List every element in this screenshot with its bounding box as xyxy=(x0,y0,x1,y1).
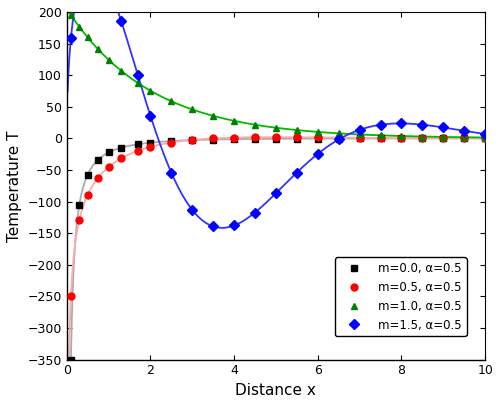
m=0.0, α=0.5 xyxy=(461,136,467,141)
m=0.0, α=0.5 xyxy=(294,136,300,141)
m=1.0, α=0.5 xyxy=(68,13,74,17)
m=0.5, α=0.5 xyxy=(68,294,74,298)
m=0.0, α=0.5 xyxy=(398,136,404,141)
m=1.0, α=0.5 xyxy=(231,118,237,123)
m=0.5, α=0.5 xyxy=(420,136,426,141)
m=0.5, α=0.5 xyxy=(135,148,141,153)
m=1.0, α=0.5 xyxy=(461,135,467,140)
m=0.5, α=0.5 xyxy=(95,175,101,180)
m=1.5, α=0.5 xyxy=(440,125,446,130)
m=0.0, α=0.5 xyxy=(106,150,112,155)
m=0.0, α=0.5 xyxy=(118,145,124,150)
m=0.0, α=0.5 xyxy=(76,202,82,207)
m=1.0, α=0.5 xyxy=(95,47,101,52)
m=1.5, α=0.5 xyxy=(135,73,141,78)
m=1.5, α=0.5 xyxy=(482,132,488,136)
m=1.5, α=0.5 xyxy=(378,122,384,127)
m=0.5, α=0.5 xyxy=(440,136,446,141)
m=1.0, α=0.5 xyxy=(336,131,342,136)
m=1.0, α=0.5 xyxy=(398,134,404,139)
m=1.0, α=0.5 xyxy=(210,113,216,118)
m=0.5, α=0.5 xyxy=(356,135,362,140)
m=0.0, α=0.5 xyxy=(273,136,279,141)
m=0.5, α=0.5 xyxy=(148,145,154,149)
m=1.5, α=0.5 xyxy=(148,113,154,118)
m=0.5, α=0.5 xyxy=(398,136,404,141)
m=1.0, α=0.5 xyxy=(106,58,112,62)
m=0.5, α=0.5 xyxy=(461,136,467,141)
m=0.5, α=0.5 xyxy=(84,192,90,197)
m=1.5, α=0.5 xyxy=(190,207,196,212)
m=0.0, α=0.5 xyxy=(190,138,196,143)
m=1.0, α=0.5 xyxy=(118,68,124,73)
m=0.0, α=0.5 xyxy=(440,136,446,141)
m=1.0, α=0.5 xyxy=(378,133,384,138)
m=0.0, α=0.5 xyxy=(315,136,321,141)
m=0.0, α=0.5 xyxy=(95,157,101,162)
m=1.5, α=0.5 xyxy=(398,121,404,126)
m=0.5, α=0.5 xyxy=(231,135,237,140)
m=0.5, α=0.5 xyxy=(315,135,321,140)
m=1.5, α=0.5 xyxy=(168,170,174,175)
Line: m=1.0, α=0.5: m=1.0, α=0.5 xyxy=(68,12,488,141)
m=1.0, α=0.5 xyxy=(135,81,141,85)
m=1.5, α=0.5 xyxy=(68,36,74,41)
m=0.0, α=0.5 xyxy=(252,136,258,141)
Line: m=1.5, α=0.5: m=1.5, α=0.5 xyxy=(68,0,488,230)
m=1.0, α=0.5 xyxy=(252,122,258,127)
m=0.0, α=0.5 xyxy=(84,172,90,177)
m=1.5, α=0.5 xyxy=(252,210,258,215)
m=1.5, α=0.5 xyxy=(210,224,216,229)
m=1.5, α=0.5 xyxy=(118,18,124,23)
m=0.0, α=0.5 xyxy=(68,357,74,362)
m=0.5, α=0.5 xyxy=(252,135,258,140)
m=1.5, α=0.5 xyxy=(356,128,362,132)
m=0.0, α=0.5 xyxy=(148,140,154,145)
m=1.0, α=0.5 xyxy=(76,24,82,29)
m=0.5, α=0.5 xyxy=(168,140,174,145)
Line: m=0.0, α=0.5: m=0.0, α=0.5 xyxy=(68,135,488,363)
m=1.0, α=0.5 xyxy=(315,130,321,134)
m=0.5, α=0.5 xyxy=(294,135,300,140)
m=1.0, α=0.5 xyxy=(168,99,174,104)
m=1.0, α=0.5 xyxy=(190,107,196,112)
m=1.5, α=0.5 xyxy=(273,191,279,196)
m=0.0, α=0.5 xyxy=(336,136,342,141)
Y-axis label: Temperature T: Temperature T xyxy=(7,130,22,241)
m=1.0, α=0.5 xyxy=(294,128,300,132)
m=1.0, α=0.5 xyxy=(148,88,154,93)
m=0.5, α=0.5 xyxy=(210,136,216,141)
m=1.5, α=0.5 xyxy=(231,223,237,228)
m=1.5, α=0.5 xyxy=(315,151,321,156)
m=0.0, α=0.5 xyxy=(482,136,488,141)
m=0.0, α=0.5 xyxy=(420,136,426,141)
m=1.5, α=0.5 xyxy=(461,128,467,133)
m=0.0, α=0.5 xyxy=(378,136,384,141)
m=0.5, α=0.5 xyxy=(118,156,124,161)
m=0.0, α=0.5 xyxy=(168,139,174,143)
m=0.5, α=0.5 xyxy=(336,135,342,140)
m=1.5, α=0.5 xyxy=(336,137,342,142)
m=1.0, α=0.5 xyxy=(273,125,279,130)
m=1.0, α=0.5 xyxy=(356,132,362,137)
m=0.5, α=0.5 xyxy=(106,164,112,169)
m=0.5, α=0.5 xyxy=(76,217,82,222)
m=0.5, α=0.5 xyxy=(273,135,279,140)
X-axis label: Distance x: Distance x xyxy=(236,383,316,398)
m=1.5, α=0.5 xyxy=(420,122,426,127)
Line: m=0.5, α=0.5: m=0.5, α=0.5 xyxy=(68,134,488,300)
m=0.0, α=0.5 xyxy=(356,136,362,141)
Legend: m=0.0, α=0.5, m=0.5, α=0.5, m=1.0, α=0.5, m=1.5, α=0.5: m=0.0, α=0.5, m=0.5, α=0.5, m=1.0, α=0.5… xyxy=(334,257,466,336)
m=0.5, α=0.5 xyxy=(190,137,196,142)
m=0.5, α=0.5 xyxy=(378,136,384,141)
m=1.0, α=0.5 xyxy=(84,35,90,40)
m=0.0, α=0.5 xyxy=(231,137,237,142)
m=0.5, α=0.5 xyxy=(482,136,488,141)
m=1.0, α=0.5 xyxy=(420,134,426,139)
m=0.0, α=0.5 xyxy=(210,137,216,142)
m=0.0, α=0.5 xyxy=(135,142,141,147)
m=1.0, α=0.5 xyxy=(482,135,488,140)
m=1.0, α=0.5 xyxy=(440,134,446,139)
m=1.5, α=0.5 xyxy=(294,170,300,175)
